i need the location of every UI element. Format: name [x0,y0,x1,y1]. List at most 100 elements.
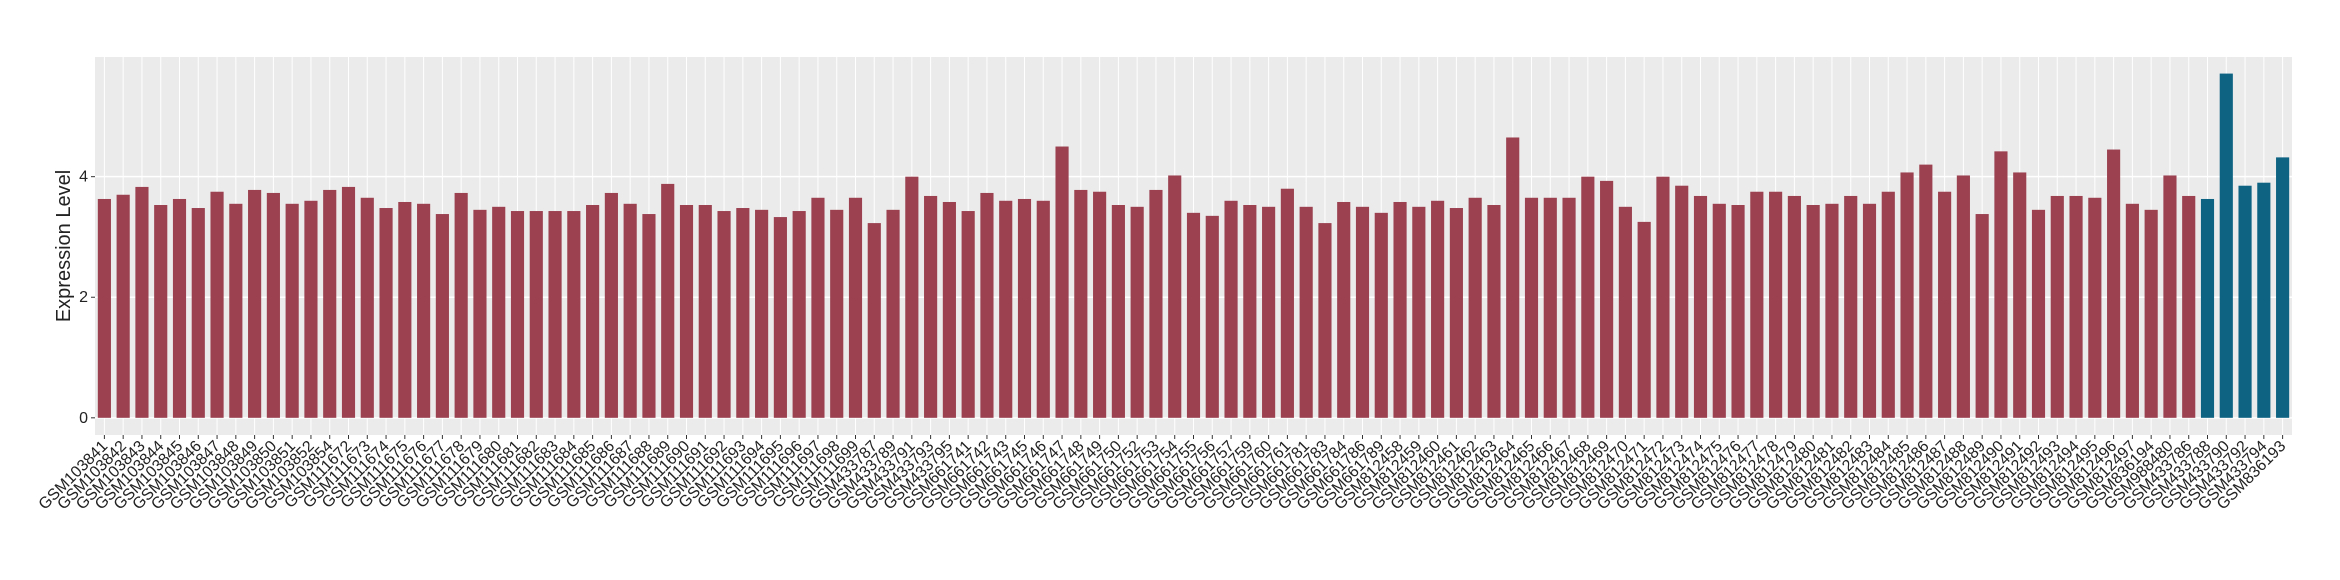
bar [1731,205,1745,418]
bar [2182,195,2196,418]
bar [191,208,205,418]
bar [1787,195,1801,418]
y-tick-label: 2 [79,289,88,306]
bar [1900,172,1914,418]
bar [980,192,994,418]
bar [830,209,844,418]
bar [1355,206,1370,418]
bar [1994,151,2008,418]
bar [1862,203,1877,418]
bar [1712,203,1726,418]
bar [2257,182,2271,418]
bar [1581,176,1595,418]
bar [229,203,243,418]
bar [2163,175,2177,418]
bar [755,209,769,418]
bar [2088,197,2102,418]
bar [848,197,863,418]
bar [529,211,543,418]
bar [492,206,506,418]
bar [172,198,187,418]
bar [248,189,262,418]
bar [2238,185,2252,418]
bar [1093,191,1107,418]
bar [1750,191,1764,418]
bar [1637,221,1651,418]
bar [398,201,412,418]
bar [1168,175,1182,418]
bar [417,203,431,418]
bar [1224,200,1238,418]
bar [1393,201,1407,418]
bar [1205,215,1219,418]
bar [266,192,280,418]
bar [567,211,581,418]
bar [942,201,956,418]
bar [2069,195,2083,418]
bar [1055,146,1069,418]
bar [1656,176,1670,418]
bar [1280,188,1294,418]
bar [1881,191,1895,418]
bar [1074,189,1088,418]
bar [1111,205,1125,418]
bar [1130,206,1144,418]
bar [1543,197,1557,418]
bar [323,189,337,418]
bar [1036,200,1050,418]
bar [1562,197,1576,418]
bar [1449,208,1463,418]
bar [1693,195,1708,418]
bar [1318,223,1332,418]
bar [154,205,168,418]
bar [2107,149,2121,418]
bar [1149,189,1163,418]
bar [586,205,600,418]
bar [2031,209,2046,418]
bar [1468,197,1482,418]
bar [2200,198,2215,418]
bar [1431,200,1445,418]
bar [886,209,900,418]
bar [2125,203,2139,418]
y-axis-title: Expression Level [53,170,75,322]
bar [867,223,881,418]
bar [1975,214,1989,418]
bar [1919,164,1933,418]
bar [2144,209,2158,418]
bar [961,211,975,418]
bar [1524,197,1539,418]
bar [2050,195,2064,418]
bar [1506,137,1520,418]
bar [717,211,731,418]
bar [1600,180,1614,418]
y-tick-label: 4 [79,169,88,186]
bar [623,203,637,418]
bar [2219,73,2233,418]
bar [1412,206,1426,418]
bar [1806,205,1820,418]
bar [1262,206,1276,418]
bar [642,214,656,418]
bar [510,211,525,418]
bar [1675,185,1689,418]
bar [473,209,487,418]
bar [1938,191,1952,418]
bar [1337,201,1351,418]
bar [97,198,111,418]
bar [454,192,468,418]
bar [698,205,712,418]
bar [1186,212,1201,418]
bar [304,200,318,418]
bar [135,186,149,418]
bar [924,195,938,418]
bar [2276,157,2290,418]
y-tick-label: 0 [79,410,88,427]
bar [1844,195,1858,418]
bar [2013,172,2027,418]
bar [1374,212,1388,418]
bar [1956,175,1970,418]
bar [1487,205,1501,418]
bar [1299,206,1313,418]
